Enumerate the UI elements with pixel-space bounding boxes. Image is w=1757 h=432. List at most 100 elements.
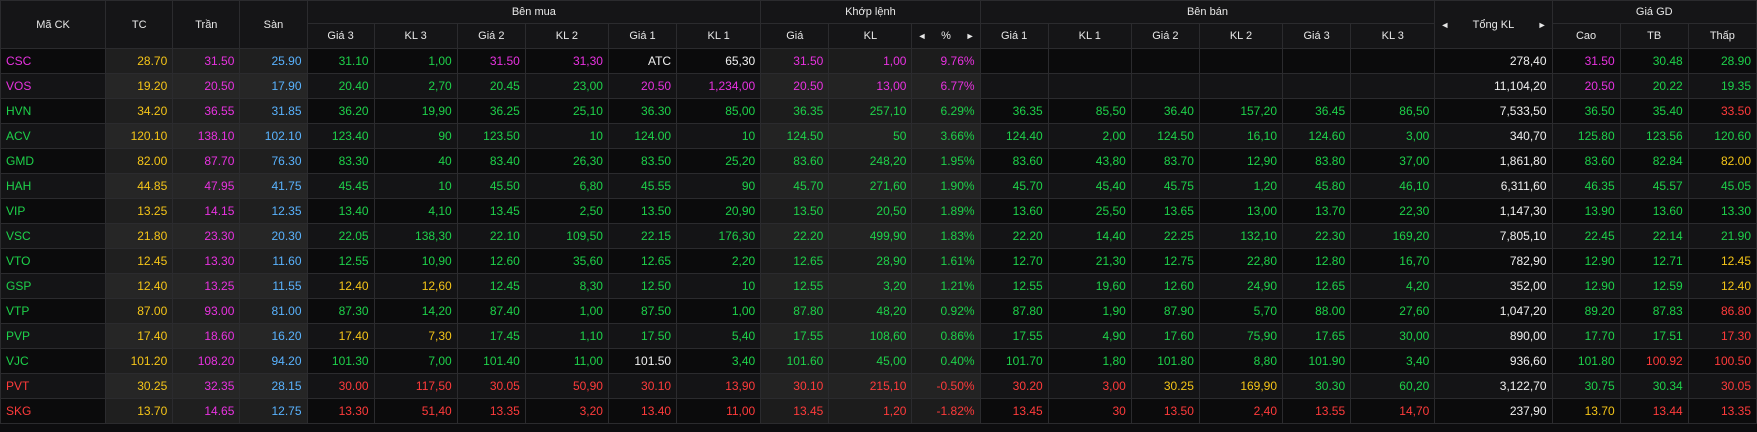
col-sell-price-1[interactable]: Giá 1 xyxy=(979,23,1049,49)
sell-vol-3-cell[interactable]: 169,20 xyxy=(1350,223,1436,249)
buy-vol-3-cell[interactable]: 51,40 xyxy=(373,398,458,424)
buy-price-2-cell[interactable]: 13.45 xyxy=(456,198,526,224)
symbol-cell[interactable]: VSC xyxy=(0,223,107,249)
stock-row[interactable]: HAH 44.85 47.95 41.75 45.45 10 45.50 6,80 45.55 9… xyxy=(0,173,1757,199)
sell-vol-3-cell[interactable]: 4,20 xyxy=(1350,273,1436,299)
buy-vol-1-cell[interactable]: 20,90 xyxy=(676,198,762,224)
sell-price-1-cell[interactable]: 12.55 xyxy=(979,273,1049,299)
stock-row[interactable]: PVP 17.40 18.60 16.20 17.40 7,30 17.45 1,10 17.5… xyxy=(0,323,1757,349)
sell-vol-3-cell[interactable] xyxy=(1350,73,1436,99)
buy-vol-3-cell[interactable]: 10 xyxy=(373,173,458,199)
sell-vol-3-cell[interactable]: 3,40 xyxy=(1350,348,1436,374)
buy-vol-2-cell[interactable]: 31,30 xyxy=(524,48,609,74)
sell-vol-3-cell[interactable]: 27,60 xyxy=(1350,298,1436,324)
symbol-cell[interactable]: SKG xyxy=(0,398,107,424)
buy-price-3-cell[interactable]: 20.40 xyxy=(306,73,375,99)
sell-vol-1-cell[interactable] xyxy=(1047,48,1132,74)
symbol-cell[interactable]: VTO xyxy=(0,248,107,274)
buy-vol-2-cell[interactable]: 50,90 xyxy=(524,373,609,399)
sell-price-1-cell[interactable]: 17.55 xyxy=(979,323,1049,349)
sell-price-3-cell[interactable]: 12.80 xyxy=(1282,248,1352,274)
buy-vol-3-cell[interactable]: 90 xyxy=(373,123,458,149)
buy-price-3-cell[interactable]: 123.40 xyxy=(306,123,375,149)
symbol-cell[interactable]: CSC xyxy=(0,48,107,74)
buy-vol-1-cell[interactable]: 3,40 xyxy=(676,348,762,374)
sell-vol-2-cell[interactable]: 75,90 xyxy=(1198,323,1284,349)
col-sell-price-3[interactable]: Giá 3 xyxy=(1282,23,1352,49)
stock-row[interactable]: VOS 19.20 20.50 17.90 20.40 2,70 20.45 23,00 20.… xyxy=(0,73,1757,99)
sell-price-3-cell[interactable]: 124.60 xyxy=(1282,123,1352,149)
sell-price-1-cell[interactable]: 124.40 xyxy=(979,123,1049,149)
sell-vol-2-cell[interactable]: 22,80 xyxy=(1198,248,1284,274)
buy-vol-2-cell[interactable]: 23,00 xyxy=(524,73,609,99)
buy-vol-1-cell[interactable]: 11,00 xyxy=(676,398,762,424)
stock-row[interactable]: GSP 12.40 13.25 11.55 12.40 12,60 12.45 8,30 12.… xyxy=(0,273,1757,299)
buy-vol-1-cell[interactable]: 2,20 xyxy=(676,248,762,274)
symbol-cell[interactable]: VIP xyxy=(0,198,107,224)
stock-row[interactable]: SKG 13.70 14.65 12.75 13.30 51,40 13.35 3,20 13.… xyxy=(0,398,1757,424)
col-floor[interactable]: Sàn xyxy=(239,0,308,49)
buy-price-1-cell[interactable]: 83.50 xyxy=(607,148,678,174)
buy-vol-3-cell[interactable]: 7,30 xyxy=(373,323,458,349)
col-match-price[interactable]: Giá xyxy=(760,23,830,49)
sell-vol-1-cell[interactable]: 2,00 xyxy=(1047,123,1132,149)
sell-price-2-cell[interactable] xyxy=(1130,48,1200,74)
buy-price-3-cell[interactable]: 12.40 xyxy=(306,273,375,299)
buy-vol-1-cell[interactable]: 10 xyxy=(676,123,762,149)
buy-price-3-cell[interactable]: 31.10 xyxy=(306,48,375,74)
buy-price-1-cell[interactable]: 12.50 xyxy=(607,273,678,299)
buy-price-2-cell[interactable]: 101.40 xyxy=(456,348,526,374)
symbol-cell[interactable]: VOS xyxy=(0,73,107,99)
sell-price-2-cell[interactable]: 22.25 xyxy=(1130,223,1200,249)
sell-price-3-cell[interactable]: 22.30 xyxy=(1282,223,1352,249)
sell-price-2-cell[interactable]: 87.90 xyxy=(1130,298,1200,324)
buy-price-3-cell[interactable]: 87.30 xyxy=(306,298,375,324)
buy-price-2-cell[interactable]: 87.40 xyxy=(456,298,526,324)
stock-row[interactable]: HVN 34.20 36.55 31.85 36.20 19,90 36.25 25,10 36… xyxy=(0,98,1757,124)
stock-row[interactable]: VTO 12.45 13.30 11.60 12.55 10,90 12.60 35,60 12… xyxy=(0,248,1757,274)
sell-vol-3-cell[interactable]: 86,50 xyxy=(1350,98,1436,124)
sell-price-3-cell[interactable]: 13.70 xyxy=(1282,198,1352,224)
sell-price-1-cell[interactable] xyxy=(979,48,1049,74)
symbol-cell[interactable]: PVP xyxy=(0,323,107,349)
buy-price-1-cell[interactable]: 45.55 xyxy=(607,173,678,199)
col-sell-vol-3[interactable]: KL 3 xyxy=(1350,23,1436,49)
col-buy-price-1[interactable]: Giá 1 xyxy=(607,23,678,49)
col-ref[interactable]: TC xyxy=(105,0,174,49)
sell-price-2-cell[interactable]: 124.50 xyxy=(1130,123,1200,149)
buy-price-2-cell[interactable]: 20.45 xyxy=(456,73,526,99)
buy-vol-1-cell[interactable]: 10 xyxy=(676,273,762,299)
total-next-arrow-icon[interactable]: ► xyxy=(1537,19,1547,30)
sell-vol-2-cell[interactable]: 1,20 xyxy=(1198,173,1284,199)
buy-vol-2-cell[interactable]: 11,00 xyxy=(524,348,609,374)
sell-vol-2-cell[interactable]: 157,20 xyxy=(1198,98,1284,124)
sell-price-1-cell[interactable]: 87.80 xyxy=(979,298,1049,324)
buy-price-1-cell[interactable]: 124.00 xyxy=(607,123,678,149)
buy-price-2-cell[interactable]: 13.35 xyxy=(456,398,526,424)
buy-vol-3-cell[interactable]: 138,30 xyxy=(373,223,458,249)
change-prev-arrow-icon[interactable]: ◄ xyxy=(917,31,927,41)
buy-price-2-cell[interactable]: 12.45 xyxy=(456,273,526,299)
buy-price-3-cell[interactable]: 17.40 xyxy=(306,323,375,349)
col-total-volume[interactable]: ◄ Tổng KL ► xyxy=(1434,0,1553,49)
sell-vol-2-cell[interactable]: 5,70 xyxy=(1198,298,1284,324)
sell-vol-1-cell[interactable]: 14,40 xyxy=(1047,223,1132,249)
sell-vol-2-cell[interactable]: 13,00 xyxy=(1198,198,1284,224)
buy-vol-3-cell[interactable]: 10,90 xyxy=(373,248,458,274)
buy-price-1-cell[interactable]: ATC xyxy=(607,48,678,74)
stock-row[interactable]: GMD 82.00 87.70 76.30 83.30 40 83.40 26,30 83.50… xyxy=(0,148,1757,174)
col-sell-vol-2[interactable]: KL 2 xyxy=(1198,23,1284,49)
sell-price-3-cell[interactable]: 45.80 xyxy=(1282,173,1352,199)
buy-price-1-cell[interactable]: 20.50 xyxy=(607,73,678,99)
buy-vol-2-cell[interactable]: 1,10 xyxy=(524,323,609,349)
buy-vol-1-cell[interactable]: 85,00 xyxy=(676,98,762,124)
sell-vol-1-cell[interactable]: 25,50 xyxy=(1047,198,1132,224)
buy-price-1-cell[interactable]: 17.50 xyxy=(607,323,678,349)
buy-price-3-cell[interactable]: 22.05 xyxy=(306,223,375,249)
buy-price-3-cell[interactable]: 13.40 xyxy=(306,198,375,224)
sell-price-3-cell[interactable]: 12.65 xyxy=(1282,273,1352,299)
stock-row[interactable]: VSC 21.80 23.30 20.30 22.05 138,30 22.10 109,50… xyxy=(0,223,1757,249)
sell-price-1-cell[interactable]: 101.70 xyxy=(979,348,1049,374)
sell-price-3-cell[interactable]: 30.30 xyxy=(1282,373,1352,399)
sell-vol-1-cell[interactable]: 43,80 xyxy=(1047,148,1132,174)
